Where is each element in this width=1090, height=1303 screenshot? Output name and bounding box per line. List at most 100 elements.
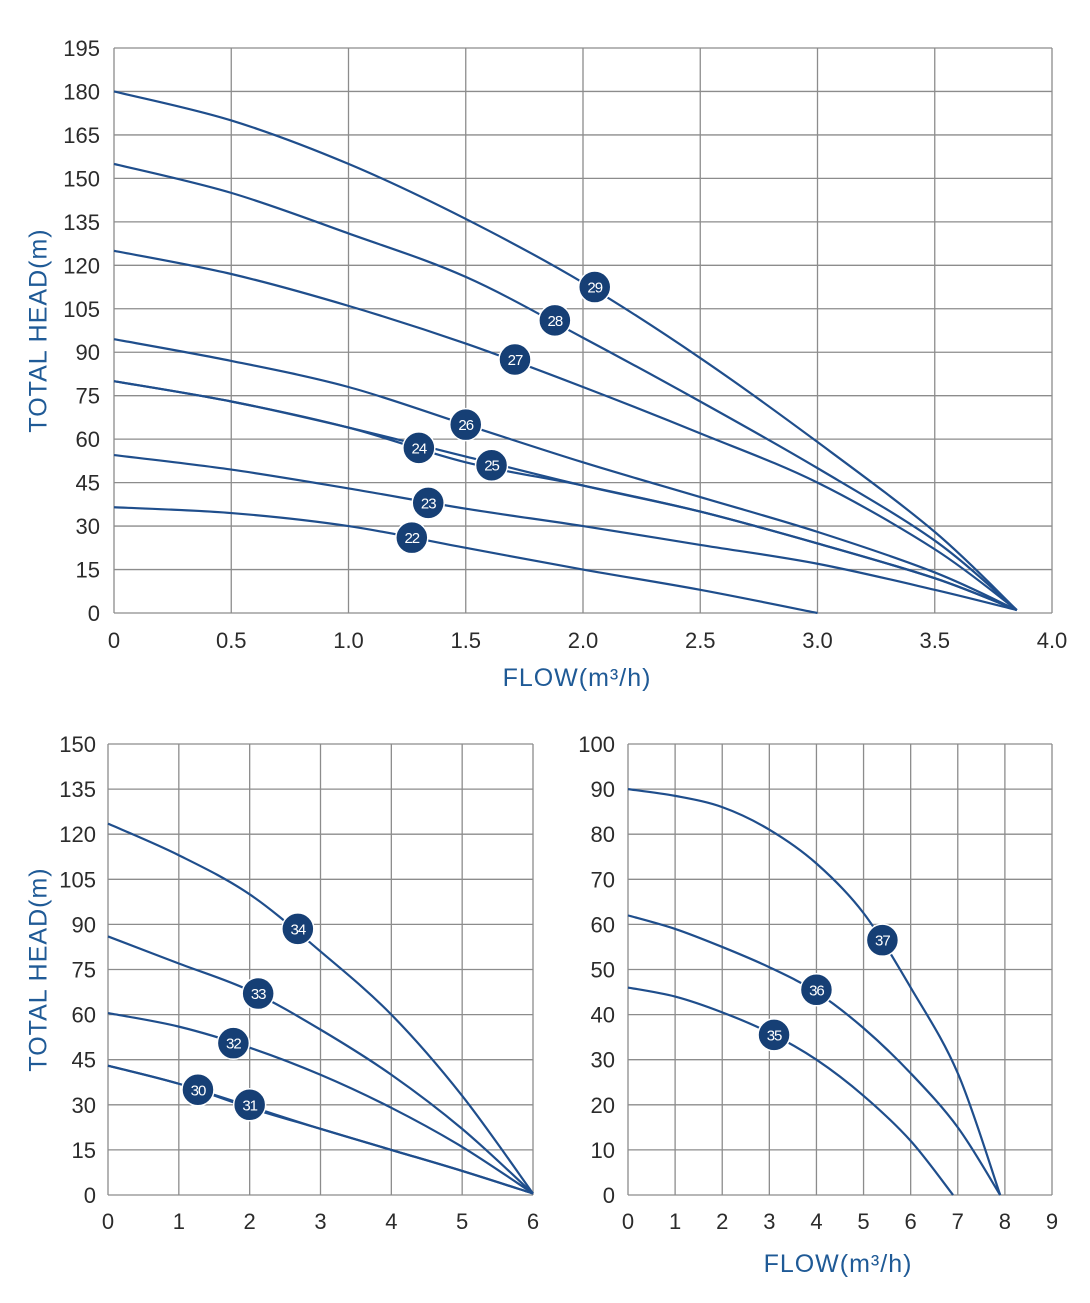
pump-curve-23 (113, 453, 1018, 612)
y-tick-label: 90 (72, 912, 96, 937)
badge-label: 34 (290, 921, 305, 938)
y-tick-label: 120 (59, 822, 96, 847)
badge-circle (411, 486, 445, 520)
curve-badge-35: 35 (757, 1018, 791, 1052)
x-tick-label: 2 (716, 1209, 728, 1234)
pump-curve-31 (107, 1064, 534, 1195)
y-tick-label: 0 (603, 1183, 615, 1208)
pump-curve-25 (113, 380, 1018, 612)
curve-badge-36: 36 (799, 973, 834, 1007)
y-tick-label: 120 (63, 253, 100, 278)
y-tick-label: 30 (76, 514, 100, 539)
y-tick-label: 75 (72, 958, 96, 983)
pump-curve-26 (113, 338, 1018, 612)
y-tick-label: 90 (591, 777, 615, 802)
curve-badge-31: 31 (232, 1088, 267, 1122)
y-tick-label: 180 (63, 79, 100, 104)
x-tick-label: 3 (763, 1209, 775, 1234)
y-tick-label: 50 (591, 958, 615, 983)
curves-layer (107, 90, 1018, 1196)
grid-layer (107, 47, 1053, 1196)
curve-badge-23: 23 (411, 486, 445, 520)
pump-curve-36 (627, 914, 1002, 1196)
curve-badge-26: 26 (449, 407, 483, 442)
y-tick-label: 60 (72, 1003, 96, 1028)
x-tick-label: 4.0 (1037, 628, 1068, 653)
y-tick-label: 195 (63, 36, 100, 61)
badge-label: 33 (251, 986, 266, 1003)
badge-label: 29 (587, 280, 602, 297)
badge-circle (865, 923, 900, 957)
x-tick-label: 6 (527, 1209, 539, 1234)
y-tick-label: 30 (591, 1048, 615, 1073)
y-tick-label: 45 (72, 1048, 96, 1073)
y-tick-label: 105 (59, 867, 96, 892)
badge-label: 23 (421, 495, 436, 512)
y-tick-label: 70 (591, 867, 615, 892)
curve-badge-29: 29 (577, 270, 612, 304)
y-tick-label: 150 (63, 166, 100, 191)
badge-label: 31 (242, 1097, 257, 1114)
y-tick-label: 45 (76, 471, 100, 496)
y-tick-label: 15 (72, 1138, 96, 1163)
curve-badge-28: 28 (538, 303, 572, 338)
x-tick-label: 9 (1046, 1209, 1058, 1234)
x-tick-label: 3 (314, 1209, 326, 1234)
badge-circle (577, 270, 612, 304)
badge-circle (402, 431, 436, 465)
badge-circle (241, 976, 275, 1011)
x-tick-label: 3.0 (802, 628, 833, 653)
x-tick-label: 4 (810, 1209, 822, 1234)
y-tick-label: 15 (76, 558, 100, 583)
badge-label: 25 (484, 458, 499, 475)
y-tick-label: 100 (578, 732, 615, 757)
pump-curve-33 (107, 935, 534, 1195)
curve-badge-37: 37 (865, 923, 900, 957)
y-tick-label: 80 (591, 822, 615, 847)
curve-badge-24: 24 (402, 431, 436, 465)
x-tick-label: 0 (622, 1209, 634, 1234)
badge-circle (538, 303, 572, 338)
badge-circle (498, 342, 532, 377)
badge-circle (757, 1018, 791, 1052)
badge-label: 36 (809, 982, 824, 999)
pump-curve-28 (113, 162, 1018, 611)
x-tick-label: 1.5 (450, 628, 481, 653)
y-tick-label: 60 (76, 427, 100, 452)
y-tick-label: 75 (76, 384, 100, 409)
y-tick-label: 30 (72, 1093, 96, 1118)
x-tick-label: 0 (108, 628, 120, 653)
x-tick-label: 1.0 (333, 628, 364, 653)
x-tick-label: 5 (456, 1209, 468, 1234)
x-tick-label: 2.0 (568, 628, 599, 653)
y-tick-label: 165 (63, 123, 100, 148)
curve-badge-30: 30 (181, 1073, 215, 1107)
labels-layer: 0 0.5 1.0 1.5 2.0 2.5 3.0 3.5 4.0015304560759010… (25, 36, 1068, 1278)
badge-circle (216, 1026, 251, 1060)
badge-circle (395, 520, 429, 555)
y-axis-title: TOTAL HEAD(m) (25, 228, 53, 432)
pump-curve-35 (627, 986, 954, 1196)
badge-label: 22 (404, 530, 419, 547)
y-tick-label: 135 (59, 777, 96, 802)
curve-badge-32: 32 (216, 1026, 251, 1060)
x-tick-label: 5 (857, 1209, 869, 1234)
y-tick-label: 60 (591, 912, 615, 937)
badge-label: 35 (767, 1027, 782, 1044)
x-axis-title: FLOW(m³/h) (764, 1250, 913, 1278)
x-tick-label: 1 (173, 1209, 185, 1234)
curve-badge-27: 27 (498, 342, 532, 377)
x-tick-label: 8 (999, 1209, 1011, 1234)
curve-badge-34: 34 (281, 912, 315, 946)
y-tick-label: 20 (591, 1093, 615, 1118)
badge-label: 24 (412, 440, 427, 457)
x-tick-label: 7 (952, 1209, 964, 1234)
badge-circle (449, 407, 483, 442)
x-tick-label: 1 (669, 1209, 681, 1234)
pump-curve-27 (113, 249, 1018, 611)
y-axis-title: TOTAL HEAD(m) (25, 867, 53, 1071)
badge-circle (474, 448, 509, 482)
pump-curve-22 (113, 506, 818, 615)
pump-curve-34 (107, 822, 534, 1195)
